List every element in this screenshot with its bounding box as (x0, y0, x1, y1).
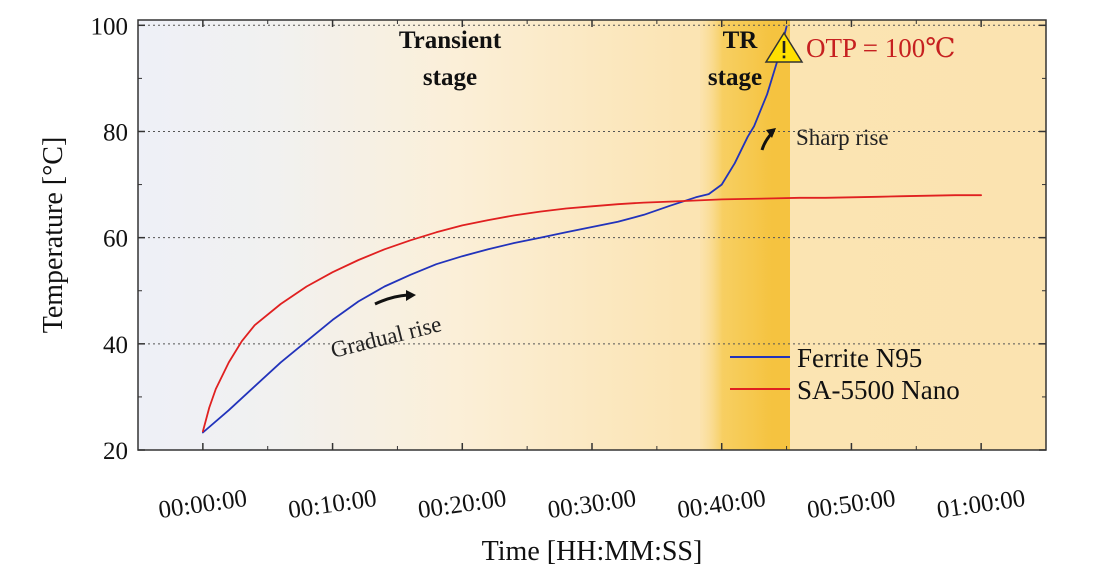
y-tick-label-1: 40 (103, 332, 128, 359)
x-tick-label-3: 00:30:00 (546, 485, 638, 524)
sharp-rise-arrow-icon (760, 128, 776, 151)
warning-triangle-icon (764, 31, 804, 63)
tr-stage-label-line1: TR (723, 27, 759, 54)
legend-label-nano: SA-5500 Nano (797, 375, 960, 405)
sharp-rise-label: Sharp rise (796, 125, 889, 150)
tr-stage-label-line2: stage (708, 64, 762, 91)
y-tick-label-4: 100 (91, 13, 129, 40)
gradual-rise-arrow-icon (374, 290, 416, 306)
x-tick-label-6: 01:00:00 (935, 485, 1027, 524)
legend: Ferrite N95 SA-5500 Nano (730, 343, 960, 405)
transient-stage-label-line2: stage (423, 64, 477, 91)
transient-stage-label-line1: Transient (399, 27, 502, 54)
legend-label-ferrite: Ferrite N95 (797, 343, 922, 373)
series-line-sa-5500-nano (201, 194, 982, 433)
y-tick-label-0: 20 (103, 438, 128, 465)
x-tick-label-1: 00:10:00 (287, 485, 379, 524)
x-tick-label-4: 00:40:00 (676, 485, 768, 524)
otp-label: OTP = 100℃ (806, 33, 955, 63)
x-tick-label-5: 00:50:00 (805, 485, 897, 524)
tr-stage-band (700, 20, 790, 450)
x-tick-label-2: 00:20:00 (416, 485, 508, 524)
series-line-ferrite-n95 (201, 25, 788, 434)
plot-background (138, 20, 1046, 450)
y-tick-label-2: 60 (103, 226, 128, 253)
series-lines (201, 25, 982, 434)
x-tick-label-0: 00:00:00 (157, 485, 249, 524)
x-axis-title: Time [HH:MM:SS] (482, 536, 703, 567)
y-tick-label-3: 80 (103, 119, 128, 146)
grid-lines (138, 24, 1046, 345)
y-axis-title: Temperature [°C] (38, 137, 69, 334)
